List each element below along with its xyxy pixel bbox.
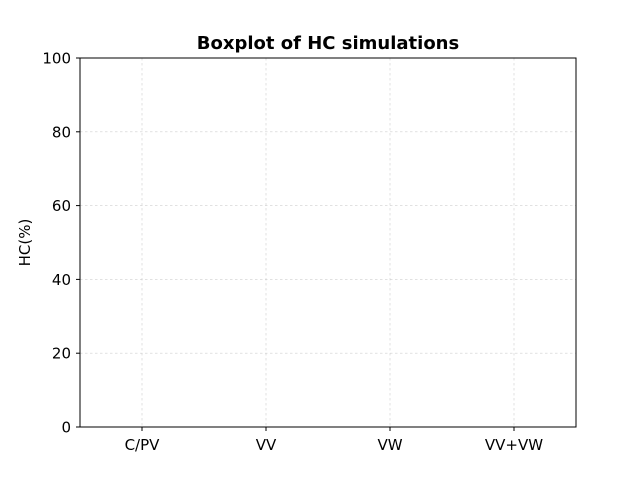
y-tick-label: 100 [42, 50, 71, 68]
x-axis-ticks: C/PV VV VW VV+VW [125, 427, 543, 454]
y-axis-ticks: 0 20 40 60 80 100 [42, 50, 80, 437]
x-tick-label: VV [256, 436, 277, 454]
x-tick-label: VW [377, 436, 402, 454]
y-tick-label: 20 [52, 345, 71, 363]
chart-title: Boxplot of HC simulations [197, 33, 459, 54]
x-tick-label: VV+VW [485, 436, 543, 454]
plot-area-frame [79, 57, 577, 428]
y-tick-label: 0 [61, 419, 71, 437]
y-tick-label: 40 [52, 271, 71, 289]
y-tick-label: 60 [52, 197, 71, 215]
y-tick-label: 80 [52, 123, 71, 141]
x-tick-label: C/PV [125, 436, 161, 454]
y-axis-label: HC(%) [16, 219, 34, 267]
grid-layer [80, 57, 576, 428]
